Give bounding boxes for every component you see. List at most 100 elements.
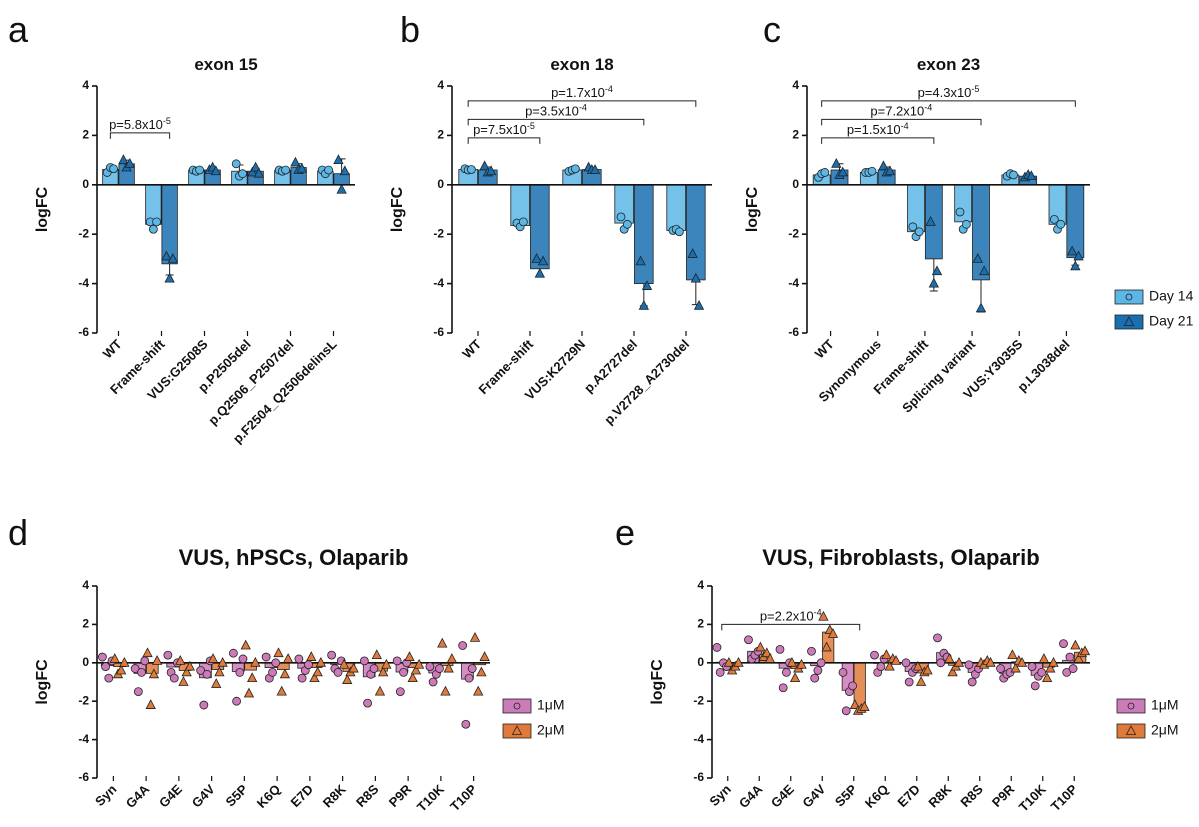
point	[786, 656, 798, 667]
y-tick-label: 2	[82, 128, 89, 142]
point	[1026, 170, 1037, 181]
point	[184, 660, 196, 671]
point	[148, 668, 160, 679]
bar	[666, 184, 686, 231]
point	[635, 255, 646, 266]
point	[761, 647, 772, 658]
point	[399, 668, 408, 677]
point	[407, 672, 418, 683]
y-tick-label: -6	[78, 325, 89, 339]
x-tick-label: R8K	[320, 781, 349, 810]
x-tick-label: E7D	[288, 782, 316, 810]
significance-bracket	[821, 100, 1076, 107]
significance-bracket	[467, 100, 697, 107]
point	[175, 655, 186, 665]
x-tick-label: S5P	[223, 781, 251, 809]
point	[936, 658, 946, 668]
point	[392, 656, 402, 666]
point	[133, 687, 143, 696]
point	[142, 647, 153, 658]
point	[104, 673, 114, 683]
panel-label: d	[8, 512, 28, 553]
y-tick-label: 0	[437, 177, 444, 191]
point	[570, 164, 580, 174]
point	[531, 253, 542, 263]
bar	[686, 184, 706, 281]
point	[908, 222, 918, 232]
y-axis-label: logFC	[649, 659, 666, 705]
y-axis-label: logFC	[34, 659, 51, 705]
point	[164, 272, 175, 283]
point	[964, 660, 974, 670]
point	[1059, 639, 1068, 648]
point	[831, 157, 842, 168]
point	[467, 664, 477, 673]
point	[339, 165, 350, 176]
x-tick-label: T10K	[414, 781, 448, 815]
point	[306, 651, 317, 661]
y-tick-label: 2	[82, 617, 89, 631]
point	[775, 644, 785, 654]
chart-title: VUS, Fibroblasts, Olaparib	[762, 545, 1040, 570]
panel-label: a	[8, 9, 29, 50]
point	[124, 157, 135, 168]
point	[715, 668, 725, 677]
point	[1070, 639, 1081, 650]
point	[140, 656, 150, 666]
point	[228, 648, 238, 658]
point	[622, 219, 632, 229]
point	[1016, 656, 1028, 667]
p-value-exponent: -4	[605, 84, 613, 94]
x-tick-label: G4A	[736, 781, 766, 811]
point	[413, 658, 425, 669]
panel-label: e	[615, 512, 635, 553]
significance-bracket	[821, 137, 935, 144]
point	[674, 227, 684, 237]
point	[473, 685, 484, 696]
point	[789, 672, 801, 683]
p-value-text: p=3.5x10	[525, 103, 579, 118]
y-tick-label: 4	[697, 578, 704, 592]
y-tick-label: -4	[788, 276, 799, 290]
point	[1007, 649, 1018, 660]
x-tick-label: G4V	[799, 781, 828, 810]
p-value-text: p=2.2x10	[760, 608, 814, 623]
point	[464, 673, 474, 683]
point	[1030, 681, 1040, 691]
point	[848, 681, 857, 691]
y-tick-label: 0	[82, 655, 89, 669]
x-tick-label: WT	[459, 336, 484, 361]
p-value-text: p=1.5x10	[847, 122, 901, 137]
point	[931, 265, 943, 276]
point	[304, 660, 313, 670]
point	[296, 162, 307, 173]
point	[1127, 702, 1135, 710]
point	[231, 159, 241, 169]
p-value: p=5.8x10-5	[109, 116, 171, 132]
y-tick-label: -2	[433, 226, 444, 240]
y-tick-label: 2	[437, 128, 444, 142]
bar	[1066, 184, 1085, 259]
point	[901, 658, 911, 668]
point	[461, 719, 471, 729]
point	[359, 656, 369, 666]
point	[849, 699, 861, 709]
y-tick-label: -4	[433, 276, 444, 290]
point	[947, 666, 958, 677]
point	[884, 660, 895, 671]
point	[458, 641, 468, 650]
significance-bracket	[109, 132, 171, 139]
point	[827, 628, 839, 638]
y-tick-label: 4	[82, 578, 89, 592]
point	[813, 666, 823, 675]
point	[443, 662, 454, 673]
point	[837, 166, 848, 177]
legend-label: Day 21	[1149, 313, 1194, 329]
point	[195, 165, 204, 175]
point	[109, 653, 120, 663]
p-value: p=3.5x10-4	[525, 102, 587, 118]
point	[733, 656, 744, 667]
point	[410, 664, 422, 675]
y-tick-label: 0	[697, 655, 704, 669]
point	[214, 666, 225, 677]
